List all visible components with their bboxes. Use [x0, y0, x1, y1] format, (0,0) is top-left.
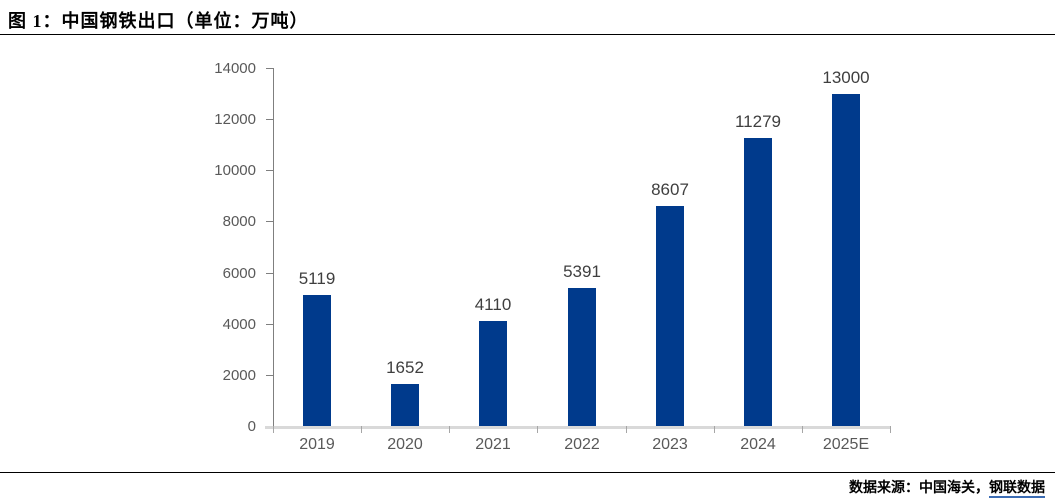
bar-2021 — [479, 321, 507, 426]
y-tick-label: 14000 — [214, 60, 256, 77]
y-axis-tick — [266, 119, 273, 120]
y-tick-label: 8000 — [222, 213, 256, 230]
y-tick-label: 6000 — [222, 265, 256, 282]
y-tick-label: 4000 — [222, 316, 256, 333]
bar-2025E — [832, 94, 860, 426]
bar-value-label: 1652 — [386, 358, 424, 377]
footer-divider-line — [0, 472, 1055, 473]
y-axis-tick — [266, 221, 273, 222]
x-axis-tick — [449, 426, 450, 433]
bar-2023 — [656, 206, 684, 426]
bar-2019 — [303, 295, 331, 426]
x-axis-tick — [361, 426, 362, 433]
x-category-label: 2024 — [740, 436, 776, 453]
x-category-label: 2021 — [475, 436, 511, 453]
x-category-label: 2023 — [652, 436, 688, 453]
data-source-note: 数据来源：中国海关，钢联数据 — [849, 477, 1045, 498]
bar-2022 — [568, 288, 596, 426]
y-tick-label: 10000 — [214, 162, 256, 179]
x-axis-tick — [802, 426, 803, 433]
title-divider-line — [0, 34, 1055, 35]
bar-value-label: 5391 — [563, 262, 601, 281]
bar-2020 — [391, 384, 419, 426]
bar-value-label: 4110 — [474, 295, 512, 314]
data-source-text: 数据来源：中国海关， — [849, 481, 989, 496]
x-axis-tick — [890, 426, 891, 433]
x-axis-tick — [626, 426, 627, 433]
x-category-label: 2025E — [822, 436, 870, 453]
y-axis-tick — [266, 68, 273, 69]
bar-2024 — [744, 138, 772, 426]
x-axis-tick — [537, 426, 538, 433]
data-source-link[interactable]: 钢联数据 — [989, 481, 1045, 498]
bar-value-label: 5119 — [298, 269, 336, 288]
x-axis-tick — [714, 426, 715, 433]
x-axis-line — [265, 426, 890, 429]
bar-value-label: 11279 — [734, 112, 781, 131]
y-axis-tick — [266, 170, 273, 171]
y-axis-line — [273, 68, 274, 426]
y-tick-label: 12000 — [214, 111, 256, 128]
y-axis-tick — [266, 273, 273, 274]
figure-title: 图 1：中国钢铁出口（单位：万吨） — [8, 11, 309, 31]
x-category-label: 2022 — [564, 436, 600, 453]
x-axis-tick — [273, 426, 274, 433]
y-axis-tick — [266, 324, 273, 325]
bar-value-label: 13000 — [822, 68, 870, 87]
x-category-label: 2020 — [387, 436, 423, 453]
bar-value-label: 8607 — [651, 180, 689, 199]
x-category-label: 2019 — [299, 436, 335, 453]
y-tick-label: 2000 — [222, 367, 256, 384]
y-tick-label: 0 — [247, 418, 256, 435]
y-axis-tick — [266, 375, 273, 376]
